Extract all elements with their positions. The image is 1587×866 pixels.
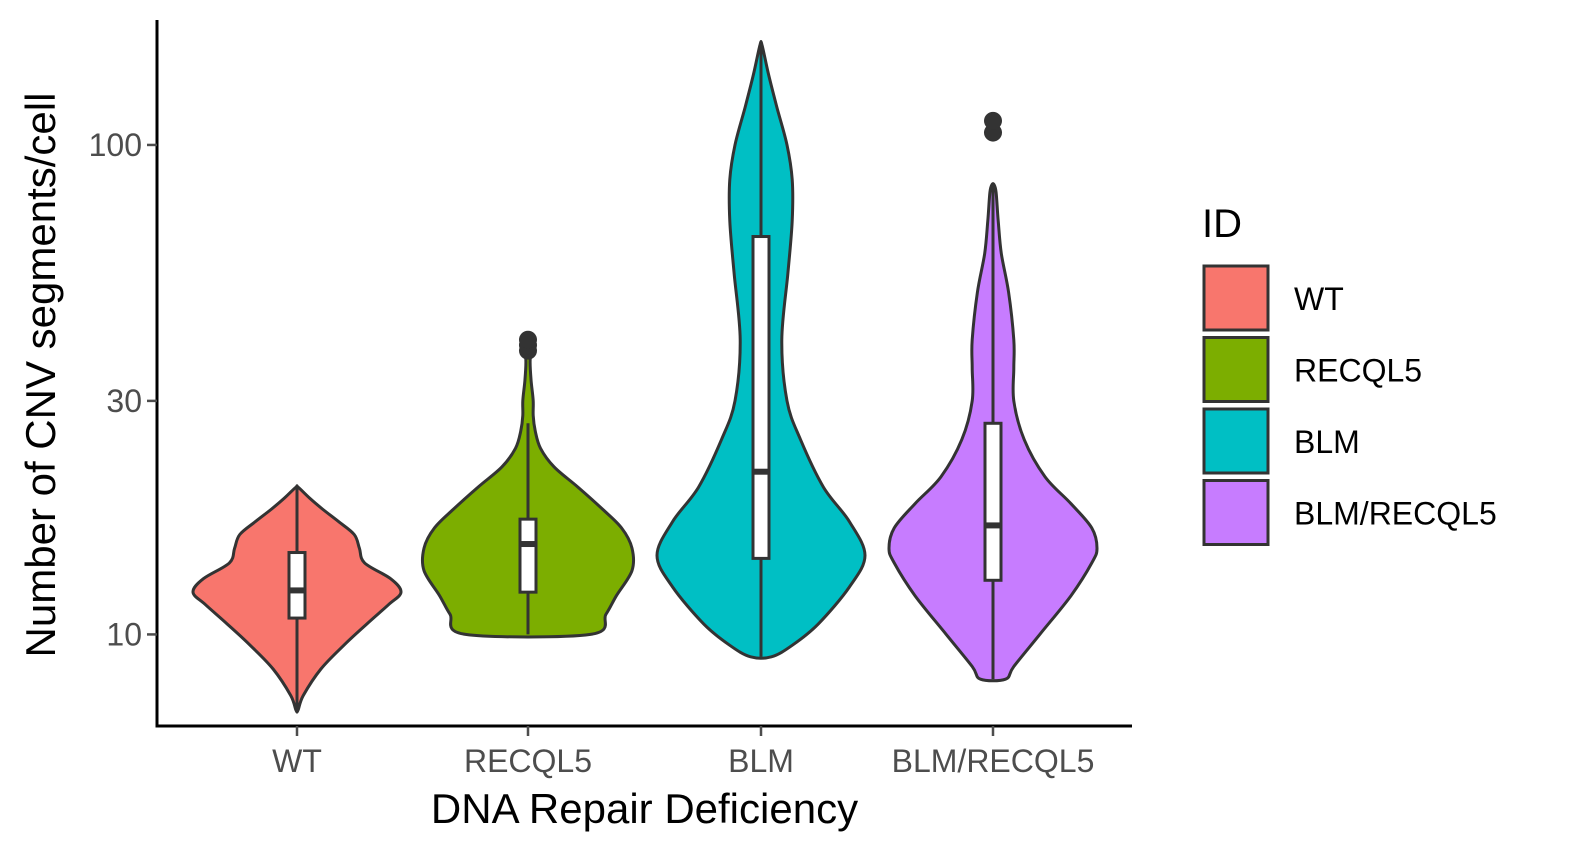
y-tick-label: 30 xyxy=(106,383,142,419)
x-tick-label: RECQL5 xyxy=(464,743,592,779)
y-tick-label: 100 xyxy=(89,127,142,163)
legend-label: RECQL5 xyxy=(1294,353,1422,389)
box-iqr xyxy=(518,517,538,594)
x-axis-title: DNA Repair Deficiency xyxy=(431,785,858,832)
legend-label: BLM/RECQL5 xyxy=(1294,496,1497,532)
violin-group-wt xyxy=(191,484,403,714)
box-iqr xyxy=(751,235,771,560)
violin-layer xyxy=(191,39,1099,714)
x-tick-label: BLM/RECQL5 xyxy=(892,743,1095,779)
box-iqr xyxy=(287,551,307,620)
violin-group-blm xyxy=(655,39,867,660)
legend-label: WT xyxy=(1294,281,1344,317)
y-axis-title: Number of CNV segments/cell xyxy=(17,93,64,658)
legend-label: BLM xyxy=(1294,424,1360,460)
legend-key-recql5 xyxy=(1202,336,1270,403)
legend-key-wt xyxy=(1202,264,1270,332)
legend-key-blm-recql5 xyxy=(1202,479,1270,546)
violin-group-recql5 xyxy=(420,330,636,639)
violin-group-blm-recql5 xyxy=(887,111,1099,683)
x-tick-label: WT xyxy=(272,743,322,779)
legend: ID WT RECQL5 BLM BLM/RECQL5 xyxy=(1202,202,1497,546)
x-tick-label: BLM xyxy=(728,743,794,779)
box-iqr xyxy=(983,421,1003,582)
legend-key-blm xyxy=(1202,407,1270,475)
outlier-point xyxy=(984,111,1002,130)
y-tick-label: 10 xyxy=(106,616,142,652)
axes xyxy=(155,20,1132,728)
outlier-point xyxy=(519,330,537,349)
tick-layer: 10 30 100 WT RECQL5 BLM BLM/RECQL5 xyxy=(89,127,1095,779)
legend-title: ID xyxy=(1202,202,1242,246)
